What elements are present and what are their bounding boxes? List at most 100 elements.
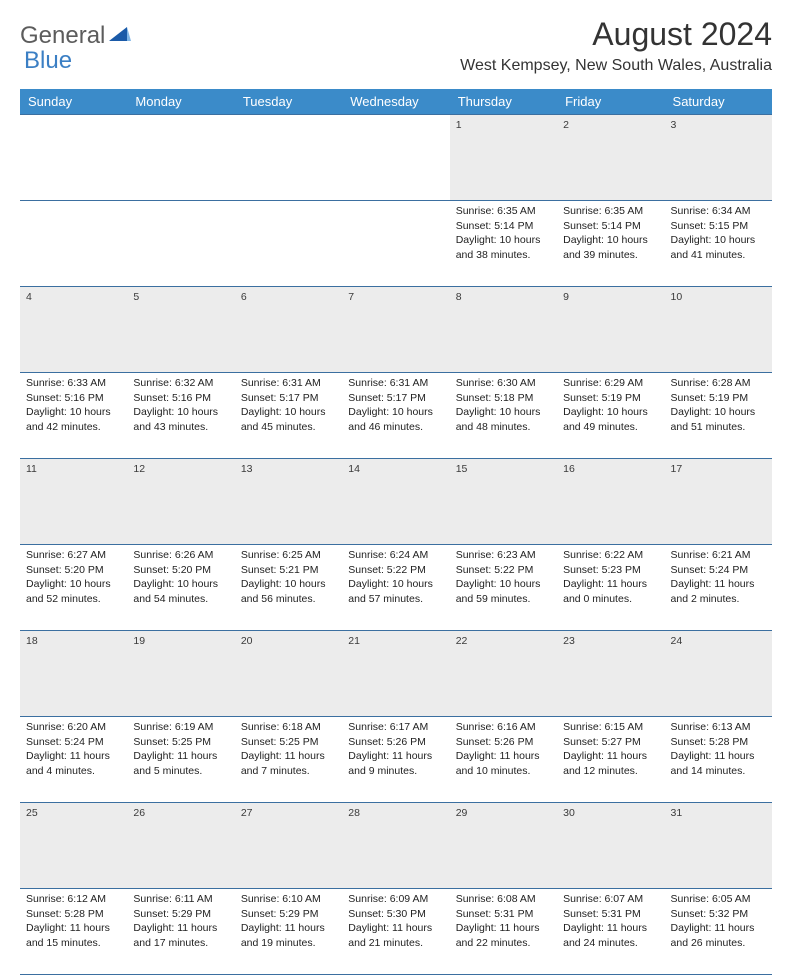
day-detail-cell: Sunrise: 6:30 AMSunset: 5:18 PMDaylight:… (450, 373, 557, 459)
location-subtitle: West Kempsey, New South Wales, Australia (460, 57, 772, 75)
sunrise-text: Sunrise: 6:08 AM (456, 892, 551, 907)
day-number-cell: 2 (557, 115, 664, 201)
sunrise-text: Sunrise: 6:15 AM (563, 720, 658, 735)
day-number-cell: 4 (20, 287, 127, 373)
daylight-text: Daylight: 10 hours and 48 minutes. (456, 405, 551, 434)
sunrise-text: Sunrise: 6:21 AM (671, 548, 766, 563)
sunset-text: Sunset: 5:17 PM (241, 391, 336, 406)
day-header: Thursday (450, 89, 557, 115)
day-detail-cell: Sunrise: 6:17 AMSunset: 5:26 PMDaylight:… (342, 717, 449, 803)
sunrise-text: Sunrise: 6:17 AM (348, 720, 443, 735)
sunset-text: Sunset: 5:30 PM (348, 907, 443, 922)
day-detail-cell: Sunrise: 6:21 AMSunset: 5:24 PMDaylight:… (665, 545, 772, 631)
sunrise-text: Sunrise: 6:31 AM (348, 376, 443, 391)
day-number-cell: 1 (450, 115, 557, 201)
sunset-text: Sunset: 5:25 PM (133, 735, 228, 750)
daylight-text: Daylight: 11 hours and 4 minutes. (26, 749, 121, 778)
daylight-text: Daylight: 10 hours and 43 minutes. (133, 405, 228, 434)
day-detail-cell: Sunrise: 6:09 AMSunset: 5:30 PMDaylight:… (342, 889, 449, 975)
sunrise-text: Sunrise: 6:31 AM (241, 376, 336, 391)
daylight-text: Daylight: 10 hours and 39 minutes. (563, 233, 658, 262)
daylight-text: Daylight: 11 hours and 7 minutes. (241, 749, 336, 778)
day-number-cell: 6 (235, 287, 342, 373)
day-header: Tuesday (235, 89, 342, 115)
sunset-text: Sunset: 5:15 PM (671, 219, 766, 234)
daylight-text: Daylight: 11 hours and 5 minutes. (133, 749, 228, 778)
sunset-text: Sunset: 5:29 PM (241, 907, 336, 922)
day-detail-cell: Sunrise: 6:35 AMSunset: 5:14 PMDaylight:… (450, 201, 557, 287)
day-number-row: 11121314151617 (20, 459, 772, 545)
sunset-text: Sunset: 5:19 PM (563, 391, 658, 406)
sunrise-text: Sunrise: 6:18 AM (241, 720, 336, 735)
day-detail-cell: Sunrise: 6:31 AMSunset: 5:17 PMDaylight:… (235, 373, 342, 459)
day-detail-row: Sunrise: 6:35 AMSunset: 5:14 PMDaylight:… (20, 201, 772, 287)
daylight-text: Daylight: 10 hours and 38 minutes. (456, 233, 551, 262)
daylight-text: Daylight: 11 hours and 14 minutes. (671, 749, 766, 778)
sunset-text: Sunset: 5:17 PM (348, 391, 443, 406)
daylight-text: Daylight: 10 hours and 54 minutes. (133, 577, 228, 606)
sunrise-text: Sunrise: 6:20 AM (26, 720, 121, 735)
daylight-text: Daylight: 10 hours and 56 minutes. (241, 577, 336, 606)
day-number-cell: 5 (127, 287, 234, 373)
day-number-cell: 11 (20, 459, 127, 545)
day-detail-cell: Sunrise: 6:07 AMSunset: 5:31 PMDaylight:… (557, 889, 664, 975)
day-detail-cell: Sunrise: 6:23 AMSunset: 5:22 PMDaylight:… (450, 545, 557, 631)
day-number-cell: 31 (665, 803, 772, 889)
day-number-cell: 30 (557, 803, 664, 889)
sunset-text: Sunset: 5:21 PM (241, 563, 336, 578)
day-detail-cell: Sunrise: 6:15 AMSunset: 5:27 PMDaylight:… (557, 717, 664, 803)
day-detail-cell (342, 201, 449, 287)
day-detail-cell: Sunrise: 6:08 AMSunset: 5:31 PMDaylight:… (450, 889, 557, 975)
daylight-text: Daylight: 10 hours and 51 minutes. (671, 405, 766, 434)
day-number-cell: 26 (127, 803, 234, 889)
sunrise-text: Sunrise: 6:23 AM (456, 548, 551, 563)
sunset-text: Sunset: 5:31 PM (563, 907, 658, 922)
day-detail-cell: Sunrise: 6:32 AMSunset: 5:16 PMDaylight:… (127, 373, 234, 459)
day-detail-cell: Sunrise: 6:28 AMSunset: 5:19 PMDaylight:… (665, 373, 772, 459)
day-detail-cell: Sunrise: 6:35 AMSunset: 5:14 PMDaylight:… (557, 201, 664, 287)
day-header: Saturday (665, 89, 772, 115)
day-detail-cell: Sunrise: 6:11 AMSunset: 5:29 PMDaylight:… (127, 889, 234, 975)
day-number-cell: 19 (127, 631, 234, 717)
month-title: August 2024 (460, 16, 772, 53)
brand-part2: Blue (24, 47, 72, 74)
day-number-cell (342, 115, 449, 201)
day-detail-cell: Sunrise: 6:33 AMSunset: 5:16 PMDaylight:… (20, 373, 127, 459)
daylight-text: Daylight: 10 hours and 41 minutes. (671, 233, 766, 262)
sunrise-text: Sunrise: 6:35 AM (456, 204, 551, 219)
day-number-cell: 3 (665, 115, 772, 201)
day-detail-cell (235, 201, 342, 287)
sunset-text: Sunset: 5:24 PM (671, 563, 766, 578)
daylight-text: Daylight: 10 hours and 42 minutes. (26, 405, 121, 434)
sunset-text: Sunset: 5:22 PM (348, 563, 443, 578)
day-number-row: 25262728293031 (20, 803, 772, 889)
day-number-cell: 18 (20, 631, 127, 717)
sunrise-text: Sunrise: 6:13 AM (671, 720, 766, 735)
sunrise-text: Sunrise: 6:22 AM (563, 548, 658, 563)
day-number-cell: 7 (342, 287, 449, 373)
day-detail-cell: Sunrise: 6:16 AMSunset: 5:26 PMDaylight:… (450, 717, 557, 803)
day-number-row: 45678910 (20, 287, 772, 373)
day-number-cell: 14 (342, 459, 449, 545)
sunset-text: Sunset: 5:26 PM (348, 735, 443, 750)
daylight-text: Daylight: 10 hours and 57 minutes. (348, 577, 443, 606)
sunrise-text: Sunrise: 6:34 AM (671, 204, 766, 219)
day-number-cell: 16 (557, 459, 664, 545)
daylight-text: Daylight: 11 hours and 9 minutes. (348, 749, 443, 778)
daylight-text: Daylight: 10 hours and 45 minutes. (241, 405, 336, 434)
day-detail-cell: Sunrise: 6:22 AMSunset: 5:23 PMDaylight:… (557, 545, 664, 631)
day-detail-cell: Sunrise: 6:05 AMSunset: 5:32 PMDaylight:… (665, 889, 772, 975)
day-number-cell: 10 (665, 287, 772, 373)
day-detail-cell: Sunrise: 6:18 AMSunset: 5:25 PMDaylight:… (235, 717, 342, 803)
sunset-text: Sunset: 5:24 PM (26, 735, 121, 750)
sunrise-text: Sunrise: 6:09 AM (348, 892, 443, 907)
daylight-text: Daylight: 11 hours and 24 minutes. (563, 921, 658, 950)
sunset-text: Sunset: 5:25 PM (241, 735, 336, 750)
calendar-table: SundayMondayTuesdayWednesdayThursdayFrid… (20, 89, 772, 975)
sunrise-text: Sunrise: 6:28 AM (671, 376, 766, 391)
day-number-cell: 29 (450, 803, 557, 889)
day-number-cell: 9 (557, 287, 664, 373)
day-number-cell: 13 (235, 459, 342, 545)
sunrise-text: Sunrise: 6:10 AM (241, 892, 336, 907)
sunset-text: Sunset: 5:32 PM (671, 907, 766, 922)
